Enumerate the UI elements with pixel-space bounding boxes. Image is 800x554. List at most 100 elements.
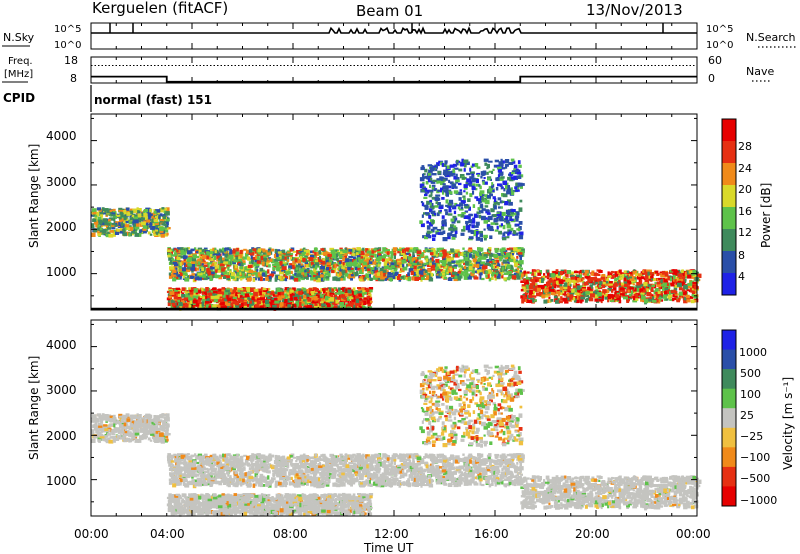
power-cell	[475, 188, 478, 191]
power-cell	[201, 263, 204, 266]
power-cell	[330, 297, 335, 302]
power-cell	[126, 227, 131, 230]
power-cell	[429, 202, 432, 206]
power-cell	[371, 261, 377, 265]
power-cell	[458, 182, 462, 186]
power-cell	[379, 267, 384, 272]
power-cell	[274, 305, 279, 310]
power-cell	[172, 277, 177, 282]
power-cell	[453, 175, 457, 180]
power-cell	[114, 224, 118, 227]
power-cell	[327, 267, 332, 270]
power-cell	[355, 295, 359, 299]
power-cell	[370, 252, 375, 257]
power-cell	[584, 293, 590, 298]
power-cell	[108, 219, 111, 222]
power-cell	[484, 194, 488, 198]
power-cell	[483, 220, 488, 224]
power-cell	[153, 210, 157, 214]
power-cell	[105, 214, 108, 217]
power-cell	[119, 211, 122, 216]
power-cell	[310, 266, 313, 269]
power-cell	[290, 289, 294, 293]
power-cell	[463, 190, 466, 193]
power-cell	[472, 254, 475, 259]
power-cell	[479, 185, 482, 190]
power-cell	[257, 251, 262, 255]
power-cell	[304, 268, 309, 272]
power-cell	[207, 270, 212, 275]
power-cell	[452, 234, 457, 238]
power-cell	[133, 223, 136, 227]
power-cell	[334, 292, 339, 295]
power-cell	[305, 305, 308, 308]
power-cell	[187, 263, 192, 267]
power-cell	[267, 257, 272, 260]
power-cell	[226, 295, 229, 300]
power-cell	[228, 254, 234, 260]
power-cell	[271, 297, 276, 300]
power-cell	[426, 200, 431, 205]
power-cell	[331, 262, 337, 266]
power-cell	[321, 303, 326, 307]
power-cell	[457, 214, 462, 217]
power-cell	[410, 247, 413, 250]
power-cell	[134, 226, 140, 230]
freq-tick-top: 18	[64, 54, 78, 67]
power-cell	[212, 287, 217, 291]
power-cell	[390, 265, 395, 269]
power-cell	[354, 265, 359, 268]
power-cell	[238, 256, 241, 259]
power-cell	[97, 216, 102, 220]
power-cell	[212, 293, 215, 297]
power-cell	[380, 275, 385, 280]
power-cell	[479, 214, 482, 219]
power-cell	[239, 266, 244, 270]
power-cell	[320, 270, 323, 273]
power-cell	[360, 267, 365, 271]
power-cell	[191, 263, 195, 268]
power-cell	[473, 213, 478, 218]
power-cell	[489, 178, 492, 181]
power-cell	[318, 271, 321, 276]
power-cell	[511, 275, 517, 280]
power-cell	[399, 264, 403, 268]
power-cell	[261, 272, 266, 277]
power-cell	[499, 216, 504, 221]
power-cell	[686, 289, 690, 292]
power-cell	[424, 273, 429, 277]
power-cell	[500, 268, 503, 272]
power-cell	[185, 273, 188, 277]
power-cell	[350, 267, 354, 270]
power-cell	[402, 249, 405, 253]
power-cell	[448, 191, 453, 195]
power-cell	[445, 211, 449, 216]
power-cell	[654, 278, 659, 282]
power-cell	[428, 194, 432, 198]
power-cell	[501, 160, 505, 164]
power-cell	[618, 269, 622, 273]
power-cell	[166, 290, 171, 293]
power-cell	[457, 206, 460, 210]
power-cell	[442, 272, 445, 276]
power-cell	[173, 259, 177, 262]
power-cell	[179, 262, 182, 266]
power-cell	[189, 291, 194, 295]
power-cell	[122, 220, 126, 224]
power-cell	[431, 220, 435, 225]
power-cell	[448, 205, 452, 211]
power-cell	[445, 263, 451, 268]
power-cell	[507, 231, 512, 235]
power-cell	[486, 219, 490, 222]
power-cell	[510, 253, 514, 259]
power-cell	[504, 159, 510, 164]
power-cell	[165, 211, 170, 216]
power-cell	[500, 158, 503, 163]
power-cell	[213, 255, 217, 261]
power-cell	[284, 295, 288, 299]
power-cell	[309, 296, 314, 301]
power-cell	[517, 252, 523, 255]
power-cell	[479, 275, 482, 280]
power-cell	[318, 306, 321, 309]
power-cell	[289, 249, 293, 252]
